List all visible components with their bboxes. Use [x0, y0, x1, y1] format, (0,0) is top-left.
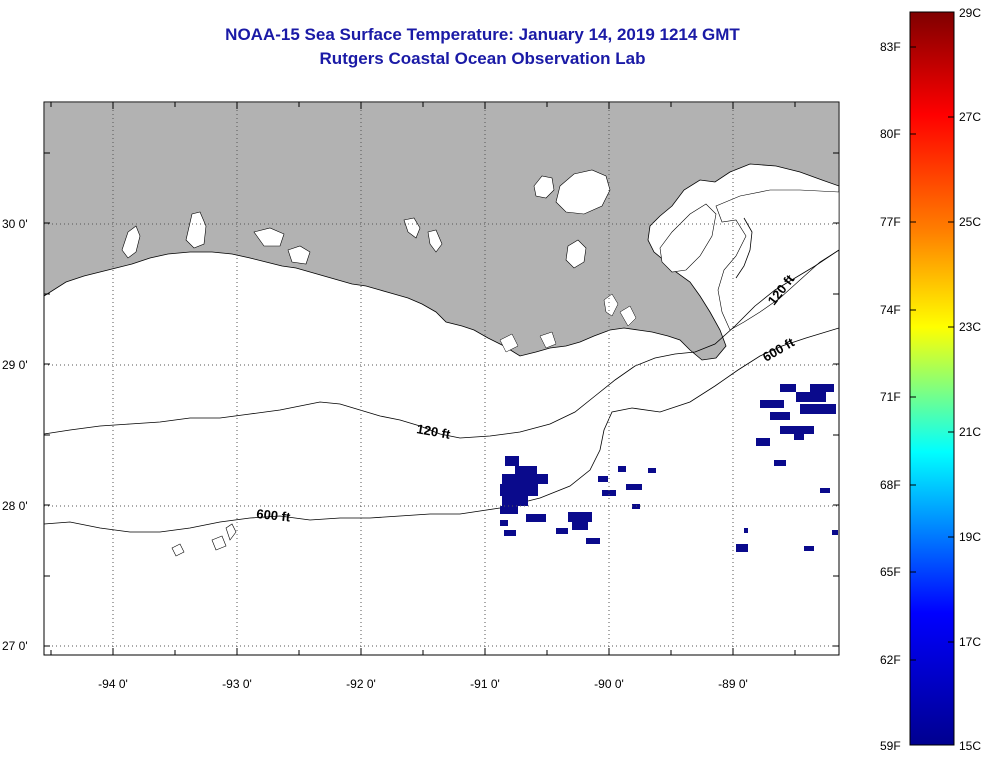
lon-label-93: -93 0' — [222, 677, 252, 691]
cb-f-83: 83F — [880, 40, 901, 54]
cb-c-19: 19C — [959, 530, 981, 544]
cb-f-59: 59F — [880, 739, 901, 753]
contour-label-600ft-west: 600 ft — [256, 506, 292, 525]
atchafalaya-lakes — [403, 217, 443, 253]
lat-label-29: 29 0' — [2, 358, 28, 372]
map-title: NOAA-15 Sea Surface Temperature: January… — [225, 25, 740, 44]
colorbar-ticks — [910, 46, 954, 661]
cb-c-15: 15C — [959, 739, 981, 753]
sst-pixels — [500, 384, 838, 552]
lon-label-91: -91 0' — [470, 677, 500, 691]
cb-f-77: 77F — [880, 215, 901, 229]
cb-c-27: 27C — [959, 110, 981, 124]
lake-maurepas — [533, 175, 555, 199]
chandeleur-islands — [735, 217, 753, 279]
lon-label-89: -89 0' — [718, 677, 748, 691]
white-lake — [253, 227, 285, 247]
lat-gridlines — [44, 223, 839, 647]
axis-ticks — [44, 102, 839, 655]
lon-label-94: -94 0' — [98, 677, 128, 691]
colorbar-c-labels: 29C 27C 25C 23C 21C 19C 17C 15C — [959, 6, 981, 753]
lake-salvador — [565, 239, 587, 269]
colorbar — [909, 11, 955, 746]
cb-c-29: 29C — [959, 6, 981, 20]
chandeleur-sound — [715, 189, 839, 331]
sabine-lake — [185, 211, 207, 249]
cb-c-17: 17C — [959, 635, 981, 649]
colorbar-f-labels: 83F 80F 77F 74F 71F 68F 65F 62F 59F — [880, 40, 901, 753]
contour-islands — [171, 523, 237, 557]
cb-f-71: 71F — [880, 390, 901, 404]
lat-label-28: 28 0' — [2, 499, 28, 513]
map-subtitle: Rutgers Coastal Ocean Observation Lab — [319, 49, 646, 68]
lon-label-92: -92 0' — [346, 677, 376, 691]
cb-f-80: 80F — [880, 127, 901, 141]
cb-c-21: 21C — [959, 425, 981, 439]
barataria-marsh — [499, 293, 637, 353]
lat-axis-labels: 30 0' 29 0' 28 0' 27 0' — [2, 217, 28, 653]
lat-label-27: 27 0' — [2, 639, 28, 653]
cb-f-62: 62F — [880, 653, 901, 667]
calcasieu-lake — [121, 225, 141, 259]
breton-sound — [659, 203, 717, 273]
lat-label-30: 30 0' — [2, 217, 28, 231]
land-mass — [44, 102, 839, 361]
lake-pontchartrain — [555, 169, 611, 215]
contour-label-120ft-center: 120 ft — [415, 421, 452, 442]
cb-c-25: 25C — [959, 215, 981, 229]
cb-f-74: 74F — [880, 303, 901, 317]
lon-gridlines — [112, 102, 734, 655]
lon-axis-labels: -94 0' -93 0' -92 0' -91 0' -90 0' -89 0… — [98, 677, 748, 691]
cb-c-23: 23C — [959, 320, 981, 334]
lon-label-90: -90 0' — [594, 677, 624, 691]
grand-lake — [287, 245, 311, 265]
cb-f-65: 65F — [880, 565, 901, 579]
cb-f-68: 68F — [880, 478, 901, 492]
contour-120ft — [44, 249, 839, 439]
